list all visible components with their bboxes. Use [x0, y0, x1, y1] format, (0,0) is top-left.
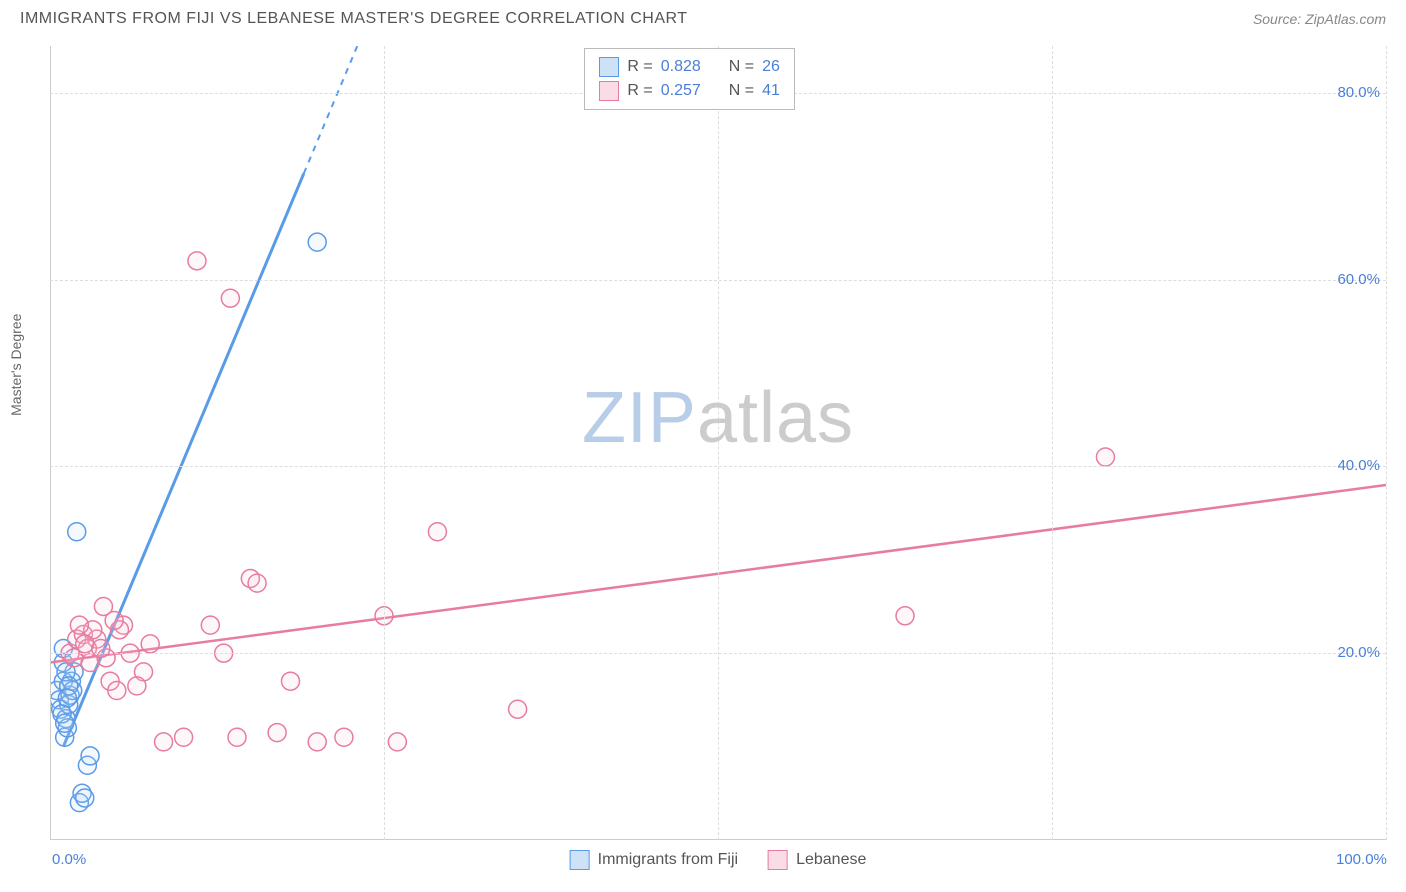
n-label: N = [729, 82, 754, 100]
lebanese-point [1096, 448, 1114, 466]
chart-title: IMMIGRANTS FROM FIJI VS LEBANESE MASTER'… [20, 10, 688, 28]
lebanese-point [155, 733, 173, 751]
r-label: R = [627, 82, 652, 100]
legend-item-lebanese: Lebanese [768, 850, 866, 870]
r-value: 0.257 [661, 82, 701, 100]
legend-label: Lebanese [796, 851, 866, 869]
n-value: 41 [762, 82, 780, 100]
lebanese-point [388, 733, 406, 751]
y-tick-label: 60.0% [1337, 271, 1380, 288]
n-label: N = [729, 58, 754, 76]
fiji-point [308, 233, 326, 251]
gridline-v [1386, 46, 1387, 840]
source-label: Source: ZipAtlas.com [1253, 11, 1386, 27]
lebanese-point [228, 728, 246, 746]
lebanese-point [141, 635, 159, 653]
lebanese-point [105, 611, 123, 629]
lebanese-point [128, 677, 146, 695]
stats-row-lebanese: R = 0.257 N = 41 [599, 79, 780, 103]
fiji-point [58, 689, 76, 707]
lebanese-point [175, 728, 193, 746]
stats-legend-box: R = 0.828 N = 26 R = 0.257 N = 41 [584, 48, 795, 110]
y-axis-line [50, 46, 51, 840]
lebanese-point [201, 616, 219, 634]
fiji-legend-swatch [570, 850, 590, 870]
gridline-v [384, 46, 385, 840]
legend-item-fiji: Immigrants from Fiji [570, 850, 738, 870]
fiji-regression-line-dashed [304, 46, 357, 173]
r-label: R = [627, 58, 652, 76]
y-tick-label: 20.0% [1337, 644, 1380, 661]
fiji-swatch [599, 57, 619, 77]
header: IMMIGRANTS FROM FIJI VS LEBANESE MASTER'… [0, 0, 1406, 36]
gridline-v [1052, 46, 1053, 840]
y-axis-label: Master's Degree [8, 314, 24, 416]
lebanese-point [281, 672, 299, 690]
x-tick-label: 100.0% [1336, 851, 1387, 868]
lebanese-point [268, 724, 286, 742]
lebanese-point [70, 616, 88, 634]
gridline-v [718, 46, 719, 840]
bottom-legend: Immigrants from Fiji Lebanese [570, 850, 867, 870]
chart-container: Master's Degree 20.0%40.0%60.0%80.0% 0.0… [50, 46, 1386, 872]
n-value: 26 [762, 58, 780, 76]
lebanese-point [428, 523, 446, 541]
y-tick-label: 40.0% [1337, 457, 1380, 474]
stats-row-fiji: R = 0.828 N = 26 [599, 55, 780, 79]
lebanese-legend-swatch [768, 850, 788, 870]
fiji-point [81, 747, 99, 765]
lebanese-swatch [599, 81, 619, 101]
fiji-point [56, 714, 74, 732]
legend-label: Immigrants from Fiji [598, 851, 738, 869]
lebanese-point [92, 640, 110, 658]
fiji-point [68, 523, 86, 541]
x-tick-label: 0.0% [52, 851, 86, 868]
lebanese-point [76, 635, 94, 653]
lebanese-point [221, 289, 239, 307]
lebanese-point [509, 700, 527, 718]
lebanese-point [335, 728, 353, 746]
fiji-point [76, 789, 94, 807]
y-tick-label: 80.0% [1337, 84, 1380, 101]
r-value: 0.828 [661, 58, 701, 76]
lebanese-point [108, 682, 126, 700]
lebanese-point [308, 733, 326, 751]
lebanese-point [188, 252, 206, 270]
lebanese-point [248, 574, 266, 592]
lebanese-point [896, 607, 914, 625]
